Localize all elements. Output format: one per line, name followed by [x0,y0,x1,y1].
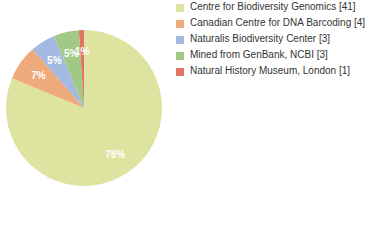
legend-swatch [176,36,184,44]
pie-slice [6,30,162,186]
data-label: 78% [105,149,125,160]
pie-slice [54,30,84,108]
legend-label: Mined from GenBank, NCBI [3] [190,49,328,60]
legend-swatch [176,52,184,60]
legend-swatch [176,20,184,28]
pie [6,30,162,186]
legend-label: Canadian Centre for DNA Barcoding [4] [190,17,365,28]
chart: 78%7%5%5%1%Centre for Biodiversity Genom… [0,0,380,240]
legend-swatch [176,68,184,76]
legend-label: Naturalis Biodiversity Center [3] [190,33,330,44]
pie-slice [79,30,84,108]
legend-label: Centre for Biodiversity Genomics [41] [190,1,356,12]
data-label: 1% [75,46,90,57]
legend-swatch [176,4,184,12]
legend-label: Natural History Museum, London [1] [190,65,350,76]
legend: Centre for Biodiversity Genomics [41] Can… [176,1,365,76]
data-label: 5% [47,55,62,66]
data-label: 7% [31,70,46,81]
data-labels: 78%7%5%5%1% [31,46,125,160]
